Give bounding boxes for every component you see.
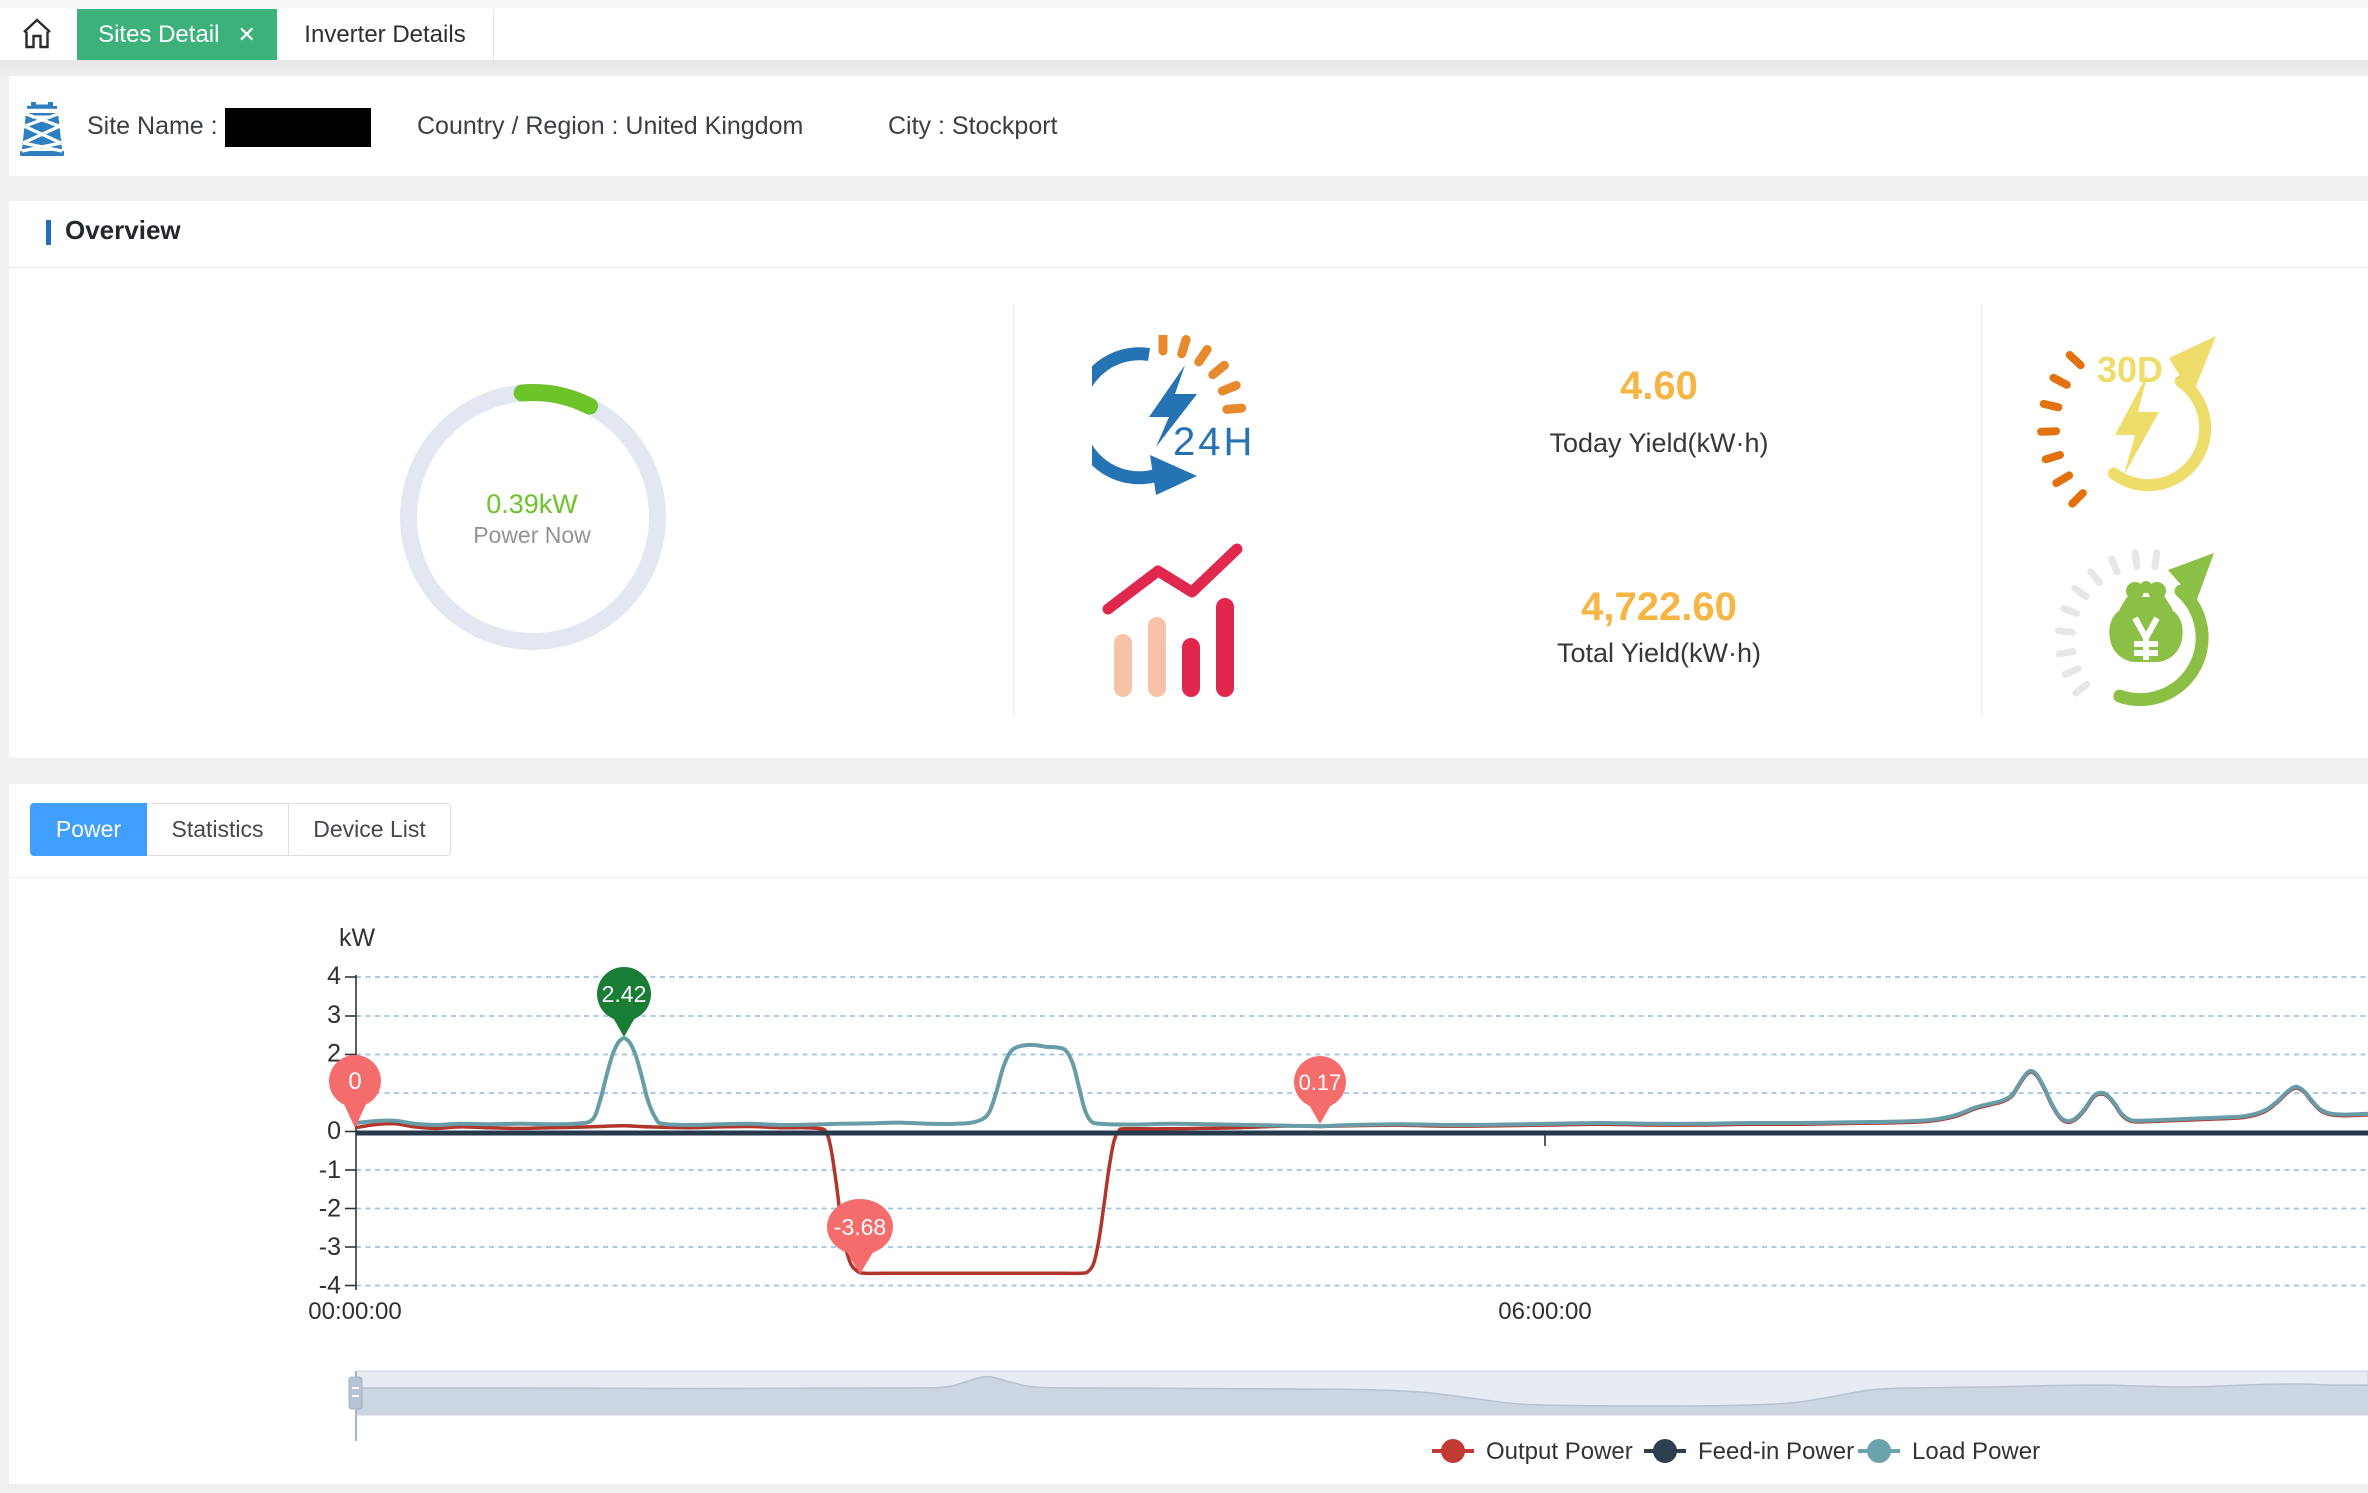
svg-text:3: 3 (327, 1001, 341, 1029)
svg-text:kW: kW (339, 924, 376, 952)
svg-text:2: 2 (327, 1040, 341, 1068)
svg-text:00:00:00: 00:00:00 (308, 1298, 401, 1325)
svg-text:-3.68: -3.68 (834, 1214, 886, 1240)
svg-text:06:00:00: 06:00:00 (1498, 1298, 1591, 1325)
svg-text:0: 0 (348, 1068, 361, 1095)
svg-text:24H: 24H (1173, 420, 1255, 464)
svg-text:Output Power: Output Power (1486, 1438, 1633, 1465)
svg-text:Feed-in Power: Feed-in Power (1698, 1438, 1854, 1465)
svg-text:-3: -3 (319, 1233, 341, 1261)
svg-text:4: 4 (327, 962, 341, 990)
svg-text:30D: 30D (2097, 349, 2163, 390)
svg-text:-1: -1 (319, 1156, 341, 1184)
svg-text:0.17: 0.17 (1299, 1070, 1342, 1095)
svg-text:-2: -2 (319, 1195, 341, 1223)
svg-text:Load Power: Load Power (1912, 1438, 2040, 1465)
svg-text:-4: -4 (319, 1272, 341, 1300)
svg-text:2.42: 2.42 (602, 981, 647, 1007)
svg-text:0: 0 (327, 1117, 341, 1145)
